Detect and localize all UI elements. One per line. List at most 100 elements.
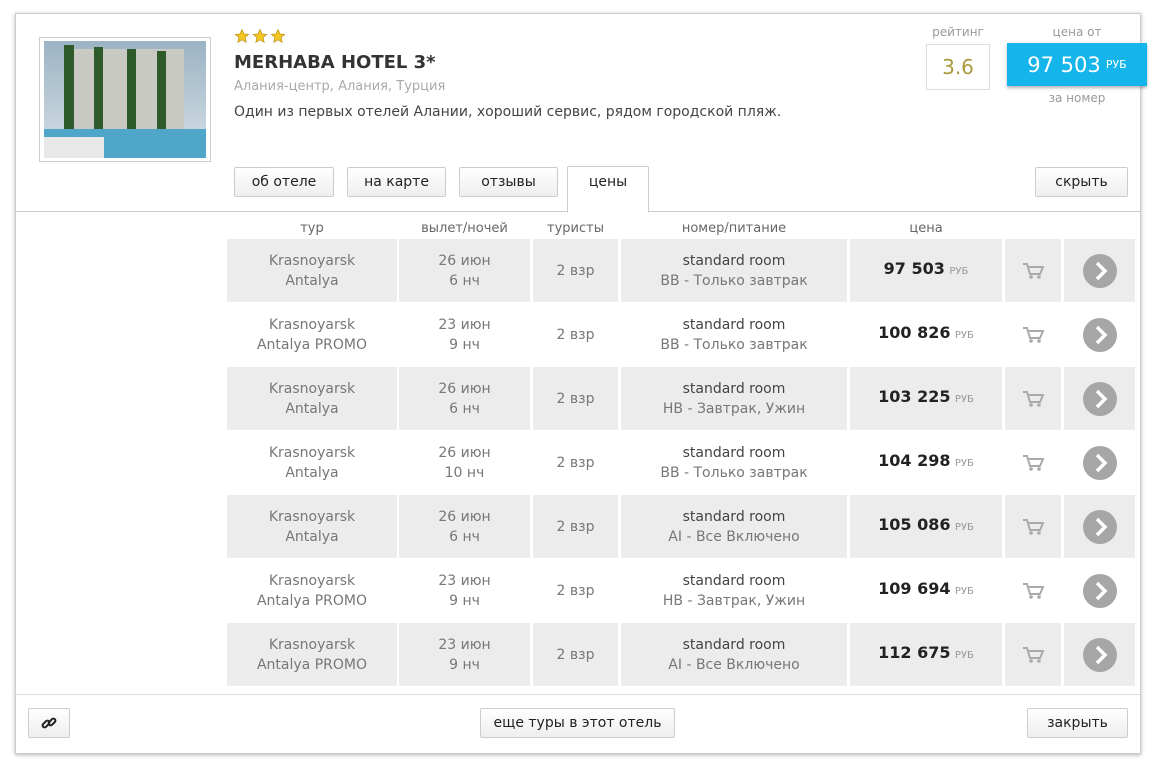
price: 112 675 РУБ <box>878 643 974 666</box>
link-button[interactable] <box>28 708 70 738</box>
table-cell: standard room HB - Завтрак, Ужин <box>621 367 847 430</box>
price-value: 97 503 <box>1027 52 1101 77</box>
room: standard room <box>682 572 786 589</box>
price: 97 503 РУБ <box>884 259 969 282</box>
price-label: цена от <box>1052 25 1102 39</box>
table-cell: 2 взр <box>533 303 618 366</box>
table-cell: Krasnoyarsk Antalya <box>227 367 397 430</box>
from: Krasnoyarsk <box>268 636 356 653</box>
meal: HB - Завтрак, Ужин <box>662 592 806 609</box>
to: Antalya <box>285 528 339 545</box>
star <box>234 28 250 48</box>
table-cell[interactable] <box>1005 367 1061 430</box>
more-tours-button[interactable]: еще туры в этот отель <box>480 708 675 738</box>
room: standard room <box>682 636 786 653</box>
to: Antalya PROMO <box>256 656 367 673</box>
table-cell[interactable] <box>1005 431 1061 494</box>
currency: РУБ <box>954 586 974 597</box>
price: 104 298 РУБ <box>878 451 974 474</box>
tourists: 2 взр <box>556 326 595 343</box>
column-header: цена <box>909 221 943 236</box>
table-cell[interactable] <box>1064 623 1135 686</box>
table-cell: 109 694 РУБ <box>850 559 1002 622</box>
tourists: 2 взр <box>556 646 595 663</box>
tab[interactable]: об отеле <box>234 167 334 197</box>
price-value: 105 086 <box>878 515 951 534</box>
to: Antalya PROMO <box>256 592 367 609</box>
price-note: за номер <box>1048 91 1106 105</box>
table-cell[interactable] <box>1005 239 1061 302</box>
table-cell: 97 503 РУБ <box>850 239 1002 302</box>
meal: AI - Все Включено <box>668 528 800 545</box>
tourists: 2 взр <box>556 390 595 407</box>
meal: BB - Только завтрак <box>660 272 808 289</box>
hide-button[interactable]: скрыть <box>1035 167 1128 197</box>
date: 23 июн <box>438 636 491 653</box>
table-cell: standard room BB - Только завтрак <box>621 239 847 302</box>
table-cell: 26 июн 6 нч <box>399 239 530 302</box>
price-badge[interactable]: 97 503 РУБ <box>1007 43 1147 86</box>
from: Krasnoyarsk <box>268 252 356 269</box>
table-cell: 2 взр <box>533 431 618 494</box>
tab[interactable]: цены <box>567 166 649 213</box>
price: 100 826 РУБ <box>878 323 974 346</box>
table-cell: Krasnoyarsk Antalya <box>227 239 397 302</box>
table-cell[interactable] <box>1064 367 1135 430</box>
tab[interactable]: отзывы <box>459 167 558 197</box>
table-cell: 2 взр <box>533 623 618 686</box>
nights: 6 нч <box>449 528 480 545</box>
currency: РУБ <box>954 522 974 533</box>
table-cell: standard room BB - Только завтрак <box>621 431 847 494</box>
price-value: 104 298 <box>878 451 951 470</box>
tab[interactable]: на карте <box>347 167 446 197</box>
room: standard room <box>682 380 786 397</box>
room: standard room <box>682 444 786 461</box>
tourists: 2 взр <box>556 262 595 279</box>
hotel-description: Один из первых отелей Алании, хороший се… <box>234 104 782 120</box>
close-button[interactable]: закрыть <box>1027 708 1128 738</box>
hotel-name: MERHABA HOTEL 3* <box>234 52 436 73</box>
tourists: 2 взр <box>556 518 595 535</box>
nights: 6 нч <box>449 272 480 289</box>
date: 26 июн <box>438 508 491 525</box>
table-cell[interactable] <box>1005 303 1061 366</box>
table-cell[interactable] <box>1064 303 1135 366</box>
meal: BB - Только завтрак <box>660 336 808 353</box>
meal: BB - Только завтрак <box>660 464 808 481</box>
divider <box>15 694 1140 695</box>
column-header: тур <box>300 221 324 236</box>
table-cell: standard room BB - Только завтрак <box>621 303 847 366</box>
from: Krasnoyarsk <box>268 572 356 589</box>
from: Krasnoyarsk <box>268 316 356 333</box>
table-cell[interactable] <box>1005 623 1061 686</box>
table-cell[interactable] <box>1064 431 1135 494</box>
nights: 6 нч <box>449 400 480 417</box>
currency: РУБ <box>954 458 974 469</box>
table-cell[interactable] <box>1005 495 1061 558</box>
from: Krasnoyarsk <box>268 508 356 525</box>
price-value: 103 225 <box>878 387 951 406</box>
hotel-photo <box>39 37 211 162</box>
tourists: 2 взр <box>556 582 595 599</box>
date: 26 июн <box>438 444 491 461</box>
date: 23 июн <box>438 572 491 589</box>
table-cell[interactable] <box>1064 559 1135 622</box>
table-cell: 104 298 РУБ <box>850 431 1002 494</box>
table-cell: 2 взр <box>533 495 618 558</box>
table-cell: 103 225 РУБ <box>850 367 1002 430</box>
table-cell[interactable] <box>1005 559 1061 622</box>
currency: РУБ <box>1105 58 1127 71</box>
date: 23 июн <box>438 316 491 333</box>
column-header: туристы <box>547 221 604 236</box>
table-cell[interactable] <box>1064 495 1135 558</box>
tourists: 2 взр <box>556 454 595 471</box>
table-cell: 112 675 РУБ <box>850 623 1002 686</box>
price: 109 694 РУБ <box>878 579 974 602</box>
table-cell: standard room AI - Все Включено <box>621 623 847 686</box>
table-cell: 2 взр <box>533 239 618 302</box>
rating-value: 3.6 <box>926 44 990 90</box>
to: Antalya PROMO <box>256 336 367 353</box>
table-cell[interactable] <box>1064 239 1135 302</box>
hotel-location: Алания-центр, Алания, Турция <box>234 79 446 94</box>
table-cell: 100 826 РУБ <box>850 303 1002 366</box>
